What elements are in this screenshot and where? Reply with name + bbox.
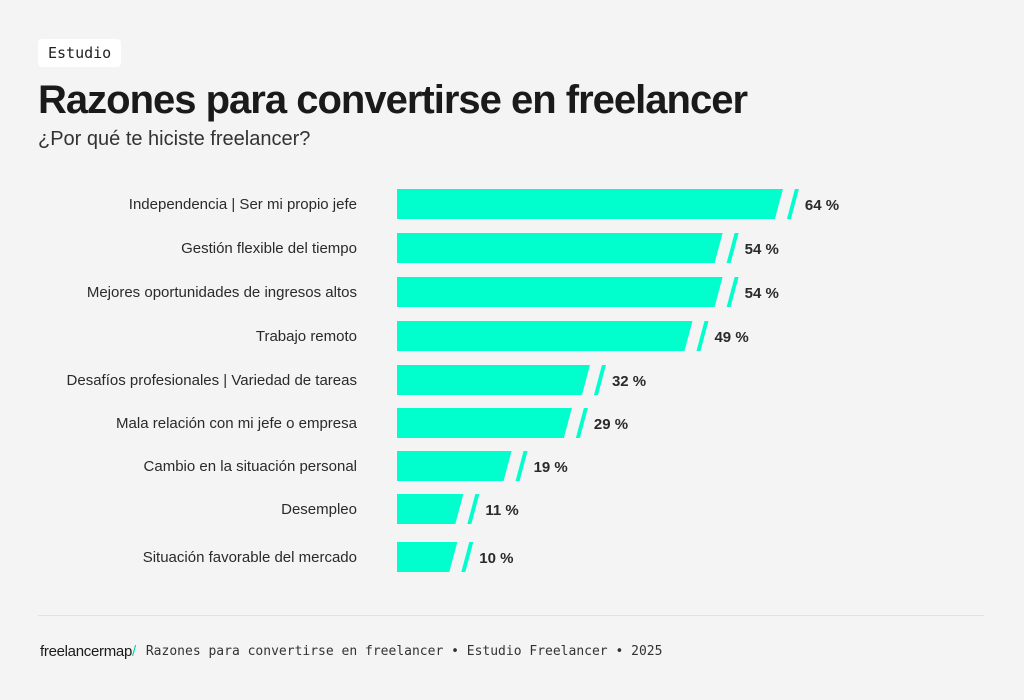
category-label: Independencia | Ser mi propio jefe (129, 196, 357, 213)
bar-slash (786, 189, 799, 219)
footer: freelancermap/ Razones para convertirse … (40, 643, 662, 660)
bar-slash (726, 277, 739, 307)
page-title: Razones para convertirse en freelancer (38, 78, 748, 122)
footer-text: Razones para convertirse en freelancer •… (145, 644, 663, 659)
value-label: 54 % (745, 241, 779, 258)
category-label: Desempleo (281, 501, 357, 518)
value-label: 10 % (479, 550, 513, 567)
bar (397, 408, 572, 438)
bar-slash (696, 321, 709, 351)
bar (397, 189, 783, 219)
divider (38, 615, 984, 616)
category-label: Trabajo remoto (256, 328, 357, 345)
study-tag: Estudio (38, 39, 122, 67)
category-label: Situación favorable del mercado (143, 549, 357, 566)
bar-chart: Independencia | Ser mi propio jefe 64 % Ge… (67, 189, 839, 572)
value-label: 29 % (594, 416, 628, 433)
value-label: 49 % (714, 329, 748, 346)
category-label: Mejores oportunidades de ingresos altos (87, 284, 357, 301)
category-label: Desafíos profesionales | Variedad de tar… (67, 372, 357, 389)
bar-slash (467, 494, 480, 524)
category-label: Gestión flexible del tiempo (181, 240, 357, 257)
category-label: Mala relación con mi jefe o empresa (116, 415, 358, 432)
bar (397, 494, 464, 524)
value-label: 64 % (805, 197, 839, 214)
value-label: 19 % (534, 459, 568, 476)
freelancermap-logo: freelancermap/ (40, 643, 136, 660)
bar (397, 451, 512, 481)
category-label: Cambio en la situación personal (144, 458, 357, 475)
bar-slash (515, 451, 528, 481)
bar (397, 233, 723, 263)
page-subtitle: ¿Por qué te hiciste freelancer? (38, 128, 311, 150)
bar (397, 277, 723, 307)
bar-slash (461, 542, 474, 572)
bar-slash (726, 233, 739, 263)
bar-slash (575, 408, 588, 438)
bar (397, 321, 693, 351)
value-label: 32 % (612, 373, 646, 390)
bar (397, 542, 458, 572)
value-label: 11 % (485, 502, 518, 519)
value-label: 54 % (745, 285, 779, 302)
bar-slash (593, 365, 606, 395)
bar (397, 365, 590, 395)
